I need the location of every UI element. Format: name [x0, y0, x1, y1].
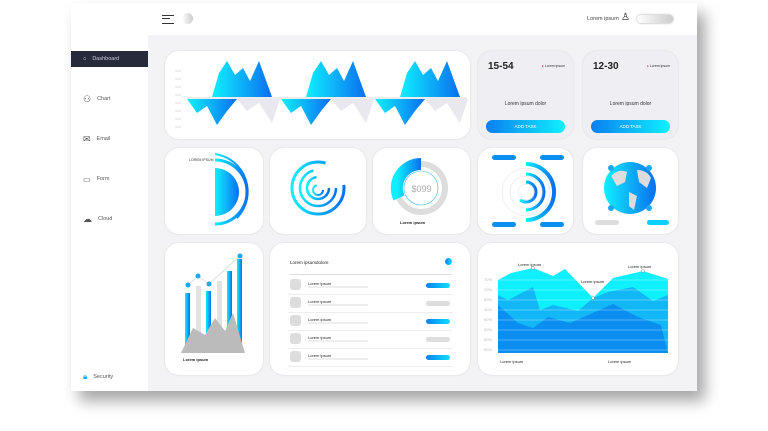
info-widget: LOREM IPSUM — [165, 148, 263, 234]
y-axis-label: 40% — [484, 307, 493, 312]
radar-graphic — [492, 155, 564, 227]
y-axis-label: 20% — [484, 287, 493, 292]
wave-down — [281, 99, 331, 125]
add-icon[interactable] — [445, 258, 452, 265]
wave-down-grey — [237, 99, 280, 123]
item-title: Lorem ipsum — [308, 281, 332, 286]
sidebar-item-security[interactable]: 🔒︎ Security — [83, 372, 114, 381]
item-toggle-button[interactable] — [426, 319, 450, 324]
task-tag: ● Lorem ipsum — [646, 64, 670, 68]
y-axis-label: 50% — [484, 327, 493, 332]
y-axis-label: 70% — [484, 277, 493, 282]
sidebar-item-form[interactable]: ▭ Form — [83, 174, 110, 184]
radar-widget — [478, 148, 573, 234]
arc-graphic — [214, 153, 249, 226]
item-toggle-button[interactable] — [426, 337, 450, 342]
wave-down — [375, 99, 425, 125]
chat-icon: ▭ — [83, 174, 91, 184]
item-title: Lorem ipsum — [308, 299, 332, 304]
app-window: ⌂ Dashboard ⚇ Chart ✉ Email ▭ Form ☁ Cloud 🔒︎… — [71, 3, 697, 391]
wave-chart — [175, 61, 468, 128]
user-icon[interactable]: ♙ — [621, 12, 630, 23]
menu-icon[interactable] — [162, 15, 174, 24]
add-task-button[interactable]: ADD TASK — [591, 120, 670, 133]
wave-up — [400, 61, 460, 97]
rings-graphic — [290, 160, 346, 216]
task-range: 15-54 — [488, 61, 514, 72]
home-icon: ⌂ — [83, 56, 87, 62]
task-card: 12-30 ● Lorem ipsum Lorem ipsum dolor AD… — [583, 51, 678, 139]
item-thumbnail — [290, 315, 301, 326]
area-chart-card: 70% 20% 80% 40% 60% 50% 50% 90% Lorem ipsum Lor… — [478, 243, 678, 375]
wave-down-grey — [331, 99, 374, 123]
sidebar-item-cloud[interactable]: ☁ Cloud — [83, 213, 113, 224]
avatar[interactable] — [182, 13, 193, 24]
item-thumbnail — [290, 297, 301, 308]
item-title: Lorem ipsum — [308, 353, 332, 358]
user-name: Lorem ipsum — [587, 16, 619, 22]
gauge-label: Lorem ipsum — [400, 220, 426, 225]
task-range: 12-30 — [593, 61, 619, 72]
list-item: Lorem ipsum — [288, 313, 452, 331]
gauge-value: $099 — [411, 184, 432, 194]
task-card: 15-54 ● Lorem ipsum Lorem ipsum dolor AD… — [478, 51, 573, 139]
list-item: Lorem ipsum — [288, 349, 452, 367]
user-group-icon: ⚇ — [83, 93, 92, 104]
lock-icon: 🔒︎ — [83, 372, 88, 381]
wave-up — [306, 61, 366, 97]
globe-icon — [595, 162, 669, 225]
info-title: LOREM IPSUM — [189, 158, 214, 162]
item-toggle-button[interactable] — [426, 355, 450, 360]
footer-label: Lorem ipsum — [500, 359, 524, 364]
list-item: Lorem ipsum — [288, 331, 452, 349]
bar-chart-card: Lorem ipsum — [165, 243, 263, 375]
list-item: Lorem ipsum — [288, 277, 452, 295]
list-item: Lorem ipsum — [288, 295, 452, 313]
list-title: Lorem ipsumdolore — [290, 260, 329, 265]
bar-chart — [181, 253, 245, 353]
annotation: Lorem ipsum — [581, 279, 605, 284]
annotation: Lorem ipsum — [518, 262, 542, 267]
task-list-card: Lorem ipsumdolore Lorem ipsum Lorem ipsu… — [270, 243, 470, 375]
task-title: Lorem ipsum dolor — [504, 101, 547, 107]
sidebar-item-dashboard[interactable]: ⌂ Dashboard — [71, 51, 148, 67]
y-axis-label: 90% — [484, 347, 493, 352]
add-task-button[interactable]: ADD TASK — [486, 120, 565, 133]
item-thumbnail — [290, 351, 301, 362]
annotation: Lorem ipsum — [628, 264, 652, 269]
item-toggle-button[interactable] — [426, 283, 450, 288]
y-axis-label: 80% — [484, 297, 493, 302]
footer-label: Lorem ipsum — [608, 359, 632, 364]
bar-chart-label: Lorem ipsum — [183, 357, 209, 362]
y-axis-label: 60% — [484, 317, 493, 322]
sidebar-item-email[interactable]: ✉ Email — [83, 133, 111, 144]
sidebar: ⌂ Dashboard ⚇ Chart ✉ Email ▭ Form ☁ Cloud 🔒︎… — [71, 3, 148, 391]
item-title: Lorem ipsum — [308, 317, 332, 322]
wave-up — [212, 61, 272, 97]
task-title: Lorem ipsum dolor — [609, 101, 652, 107]
y-axis-label: 50% — [484, 337, 493, 342]
item-title: Lorem ipsum — [308, 335, 332, 340]
theme-toggle[interactable] — [637, 15, 673, 23]
mail-icon: ✉ — [83, 133, 91, 144]
wave-chart-card — [165, 51, 470, 139]
item-thumbnail — [290, 279, 301, 290]
globe-widget — [583, 148, 678, 234]
item-thumbnail — [290, 333, 301, 344]
sidebar-item-chart[interactable]: ⚇ Chart — [83, 93, 111, 104]
cloud-icon: ☁ — [83, 213, 92, 224]
gauge-widget: $099 Lorem ipsum — [373, 148, 470, 234]
rings-widget — [270, 148, 366, 234]
gauge-graphic — [390, 157, 448, 215]
wave-down-grey — [425, 99, 468, 123]
task-tag: ● Lorem ipsum — [541, 64, 565, 68]
area-chart — [498, 266, 668, 353]
item-toggle-button[interactable] — [426, 301, 450, 306]
header: Lorem ipsum ♙ — [148, 3, 697, 35]
wave-down — [187, 99, 237, 125]
